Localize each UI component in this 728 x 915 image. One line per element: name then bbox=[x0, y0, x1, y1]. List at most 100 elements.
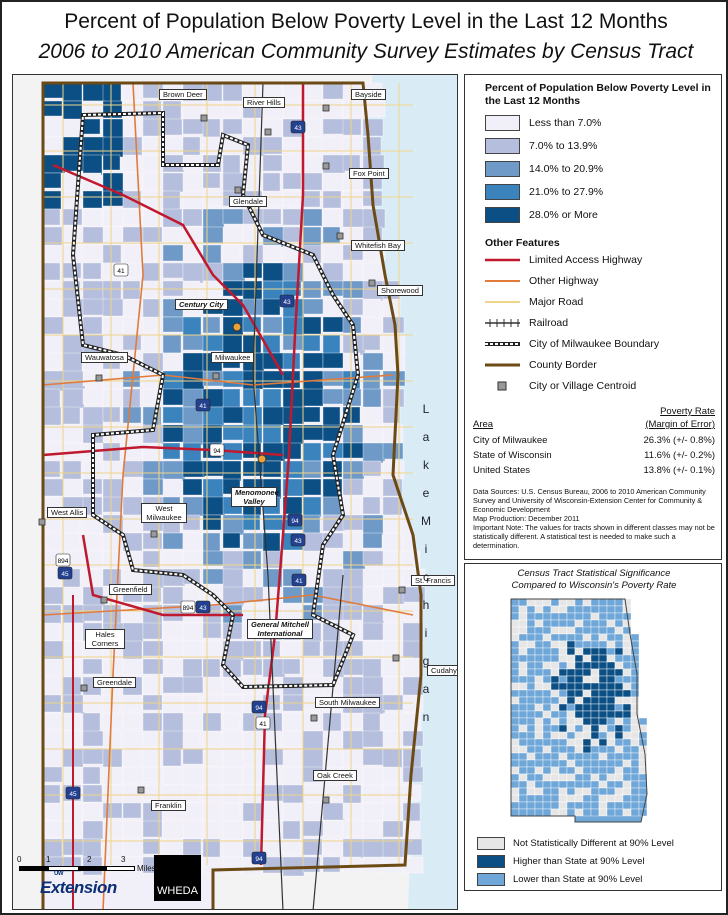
census-tract bbox=[362, 388, 382, 409]
inset-tract bbox=[638, 801, 648, 810]
inset-tract bbox=[574, 738, 584, 747]
inset-tract bbox=[614, 647, 624, 656]
census-tract bbox=[322, 118, 346, 135]
inset-tract bbox=[534, 731, 544, 740]
inset-tract bbox=[566, 724, 576, 733]
census-tract bbox=[162, 766, 182, 786]
census-tract bbox=[242, 514, 261, 531]
inset-tract bbox=[582, 703, 592, 712]
census-tract bbox=[362, 748, 384, 766]
census-tract bbox=[382, 604, 402, 622]
census-tract bbox=[82, 658, 103, 675]
inset-tract bbox=[614, 794, 624, 803]
inset-tract bbox=[526, 661, 536, 670]
inset-tract bbox=[550, 689, 560, 698]
census-tract bbox=[222, 460, 242, 482]
census-tract bbox=[202, 496, 226, 516]
census-tract bbox=[322, 82, 346, 100]
place-label-menomonee-valley: Menomonee Valley bbox=[231, 487, 279, 507]
census-tract bbox=[162, 136, 184, 157]
scale-tick: 2 bbox=[87, 855, 92, 864]
census-tract bbox=[302, 406, 321, 423]
census-tract bbox=[162, 226, 182, 243]
census-tract bbox=[142, 820, 163, 838]
census-tract bbox=[282, 820, 301, 841]
census-tract bbox=[322, 568, 345, 590]
census-tract bbox=[382, 370, 406, 387]
census-tract bbox=[182, 136, 201, 158]
census-tract bbox=[122, 118, 141, 137]
inset-tract bbox=[614, 696, 624, 705]
census-tract bbox=[182, 550, 205, 567]
census-tract bbox=[102, 478, 123, 499]
inset-tract bbox=[558, 598, 568, 607]
census-tract bbox=[282, 658, 301, 675]
inset-tract bbox=[590, 710, 600, 719]
census-tract bbox=[222, 370, 245, 388]
census-tract bbox=[202, 712, 222, 733]
inset-tract bbox=[526, 808, 536, 817]
inset-tract bbox=[566, 598, 576, 607]
census-tract bbox=[362, 532, 383, 549]
census-tract bbox=[382, 838, 406, 860]
inset-tract bbox=[582, 787, 592, 796]
inset-tract bbox=[574, 682, 584, 691]
place-label-cudahy: Cudahy bbox=[427, 665, 457, 676]
census-tract bbox=[262, 784, 284, 802]
census-tract bbox=[362, 730, 386, 748]
census-tract bbox=[182, 748, 204, 765]
centroid-marker bbox=[310, 714, 318, 722]
inset-tract bbox=[558, 731, 568, 740]
inset-tract bbox=[582, 773, 592, 782]
railroad bbox=[312, 574, 344, 909]
inset-tract bbox=[622, 654, 632, 663]
census-tract bbox=[142, 622, 163, 640]
inset-tract bbox=[622, 745, 632, 754]
census-tract bbox=[382, 334, 406, 355]
inset-title: Census Tract Statistical Significance Co… bbox=[465, 568, 723, 592]
census-tract bbox=[62, 82, 83, 102]
census-tract bbox=[42, 586, 66, 605]
highway-shield bbox=[287, 513, 303, 527]
census-tract bbox=[222, 388, 241, 409]
inset-tract bbox=[574, 612, 584, 621]
inset-tract bbox=[614, 808, 624, 817]
inset-tract bbox=[566, 640, 576, 649]
census-tract bbox=[262, 514, 284, 531]
census-tract bbox=[122, 748, 141, 769]
inset-tract bbox=[534, 598, 544, 607]
census-tract bbox=[42, 262, 61, 281]
inset-tract bbox=[510, 738, 520, 747]
inset-tract bbox=[574, 654, 584, 663]
census-tract bbox=[222, 514, 245, 536]
inset-legend-label: Higher than State at 90% Level bbox=[513, 856, 645, 867]
census-tract bbox=[282, 766, 306, 787]
census-tract bbox=[202, 514, 222, 531]
inset-tract bbox=[558, 724, 568, 733]
inset-tract bbox=[542, 801, 552, 810]
inset-tract bbox=[526, 759, 536, 768]
inset-tract bbox=[582, 759, 592, 768]
inset-tract bbox=[614, 654, 624, 663]
inset-tract bbox=[566, 605, 576, 614]
census-tract bbox=[82, 802, 102, 824]
census-tract bbox=[362, 424, 384, 444]
inset-tract bbox=[542, 780, 552, 789]
inset-tract bbox=[622, 696, 632, 705]
census-tract bbox=[122, 406, 142, 424]
inset-tract bbox=[574, 773, 584, 782]
census-tract bbox=[322, 136, 342, 153]
orange-line-icon bbox=[485, 280, 520, 282]
inset-tract bbox=[510, 794, 520, 803]
inset-tract bbox=[582, 808, 592, 817]
inset-tract bbox=[622, 787, 632, 796]
inset-tract bbox=[598, 696, 608, 705]
census-tract bbox=[302, 784, 326, 803]
inset-tract bbox=[606, 731, 616, 740]
place-label-milwaukee: Milwaukee bbox=[211, 352, 255, 363]
census-tract bbox=[262, 298, 281, 316]
inset-tract bbox=[598, 752, 608, 761]
inset-tract bbox=[550, 647, 560, 656]
other-highway bbox=[102, 82, 144, 909]
census-tract bbox=[322, 712, 342, 732]
